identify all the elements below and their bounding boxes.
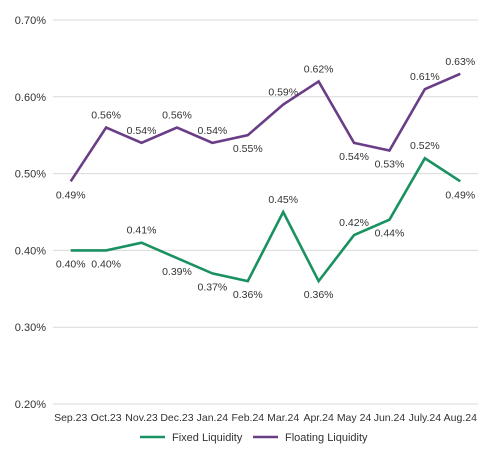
legend-label: Fixed Liquidity: [172, 432, 243, 444]
data-label: 0.45%: [268, 194, 298, 206]
x-tick-label: Sep.23: [54, 412, 87, 424]
data-label: 0.55%: [233, 143, 263, 155]
legend: Fixed Liquidity Floating Liquidity: [140, 432, 368, 444]
data-label: 0.61%: [410, 71, 440, 83]
data-label: 0.62%: [304, 63, 334, 75]
gridlines: [53, 19, 478, 405]
data-label: 0.63%: [445, 56, 475, 68]
x-tick-label: Jan.24: [197, 412, 229, 424]
x-tick-label: Aug.24: [444, 412, 477, 424]
data-label: 0.40%: [56, 258, 86, 270]
data-label: 0.59%: [268, 86, 298, 98]
data-label: 0.54%: [339, 151, 369, 163]
data-label: 0.56%: [162, 110, 192, 122]
data-label: 0.40%: [91, 258, 121, 270]
data-label: 0.49%: [445, 189, 475, 201]
y-tick-label: 0.20%: [15, 399, 46, 411]
data-label: 0.49%: [56, 189, 86, 201]
y-tick-label: 0.70%: [15, 15, 46, 27]
x-tick-label: Feb.24: [231, 412, 264, 424]
y-tick-label: 0.40%: [15, 245, 46, 257]
x-tick-label: Jun.24: [374, 412, 406, 424]
data-label: 0.52%: [410, 140, 440, 152]
data-label: 0.36%: [233, 289, 263, 301]
data-label: 0.42%: [339, 217, 369, 229]
x-tick-label: July.24: [409, 412, 442, 424]
x-tick-label: Nov.23: [125, 412, 158, 424]
y-tick-label: 0.50%: [15, 169, 46, 181]
x-tick-label: Oct.23: [91, 412, 122, 424]
series-line-floating-liquidity: [69, 72, 461, 182]
x-tick-label: Mar.24: [267, 412, 299, 424]
data-label: 0.54%: [197, 125, 227, 137]
x-tick-label: Apr.24: [303, 412, 334, 424]
y-tick-label: 0.60%: [15, 92, 46, 104]
data-label: 0.44%: [375, 228, 405, 240]
x-axis: Sep.23 Oct.23 Nov.23 Dec.23 Jan.24 Feb.24 Mar.…: [54, 412, 477, 424]
y-tick-label: 0.30%: [15, 322, 46, 334]
x-tick-label: May 24: [337, 412, 372, 424]
legend-label: Floating Liquidity: [285, 432, 368, 444]
data-label: 0.36%: [304, 289, 334, 301]
series-line-fixed-liquidity: [70, 156, 462, 284]
data-label: 0.54%: [127, 125, 157, 137]
data-label: 0.39%: [162, 266, 192, 278]
data-label: 0.37%: [197, 281, 227, 293]
x-tick-label: Dec.23: [160, 412, 193, 424]
series-lines: [69, 72, 462, 284]
data-labels: 0.40% 0.40% 0.41% 0.39% 0.37% 0.36% 0.45% 0.36%…: [56, 56, 475, 301]
data-label: 0.56%: [91, 110, 121, 122]
data-label: 0.53%: [375, 159, 405, 171]
data-label: 0.41%: [127, 225, 157, 237]
y-axis: 0.20% 0.30% 0.40% 0.50% 0.60% 0.70%: [15, 15, 46, 411]
